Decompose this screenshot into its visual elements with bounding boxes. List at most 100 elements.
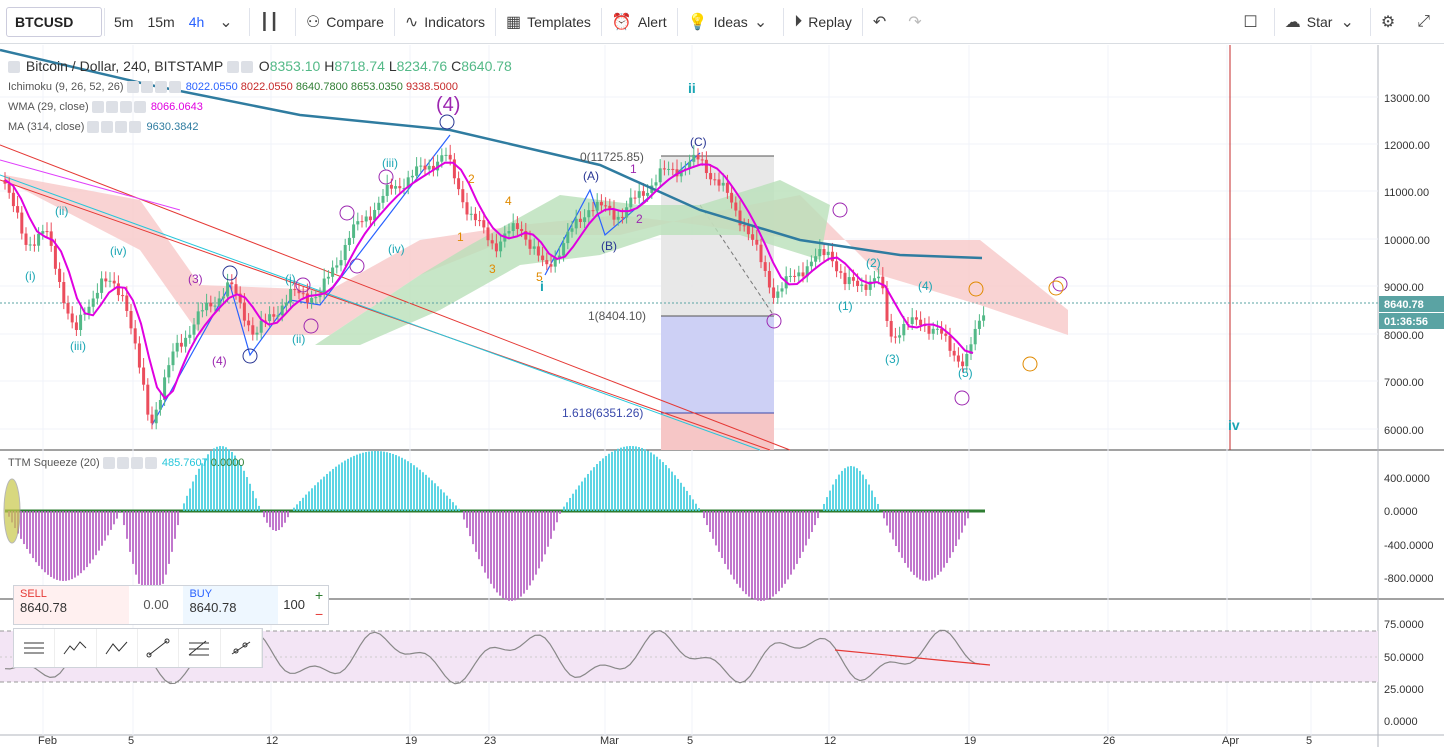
candle-body — [205, 302, 209, 311]
ray-icon — [231, 641, 251, 655]
ttm-tick: -800.0000 — [1384, 573, 1434, 585]
candle-body — [595, 201, 599, 211]
candle-body — [805, 266, 809, 277]
horizontal-lines-tool[interactable] — [14, 629, 56, 667]
ttm-bar — [596, 464, 598, 511]
chart-type-button[interactable]: ┃┃ — [252, 0, 293, 44]
indicators-label: Indicators — [424, 13, 485, 30]
star-button[interactable]: ☁ Star ⌄ — [1277, 0, 1368, 44]
ttm-bar — [523, 511, 525, 594]
candle-body — [11, 192, 15, 207]
candle-body — [16, 206, 20, 213]
divider — [494, 7, 496, 36]
ttm-bar — [647, 450, 649, 511]
undo-button[interactable]: ↶ — [865, 0, 900, 44]
ttm-bar — [272, 511, 274, 531]
ttm-axis[interactable]: 400.0000 0.0000 -400.0000 -800.0000 — [1384, 473, 1434, 585]
ttm-bar — [587, 473, 589, 511]
ttm-bar — [535, 511, 537, 575]
time-tick: 23 — [484, 735, 496, 747]
sell-button[interactable]: SELL 8640.78 — [14, 586, 129, 624]
ttm-bar — [213, 448, 215, 511]
increment-button[interactable]: + — [314, 587, 324, 603]
candle-body — [515, 223, 519, 230]
alert-button[interactable]: ⏰ Alert — [604, 0, 675, 44]
ttm-bar — [335, 466, 337, 511]
fullscreen-square-button[interactable]: ☐ — [1235, 0, 1271, 44]
wave-count-label: (ii) — [292, 332, 305, 346]
replay-button[interactable]: ⏵ Replay — [786, 0, 860, 44]
toolbar-right: ☐ ☁ Star ⌄ ⚙ ⤢ — [1235, 0, 1444, 44]
ttm-bar — [556, 511, 558, 523]
templates-button[interactable]: ▦ Templates — [498, 0, 599, 44]
wave-circle-marker — [242, 348, 258, 364]
trend-line-tool[interactable] — [138, 629, 180, 667]
candle-body — [780, 288, 784, 292]
candle-body — [751, 234, 755, 240]
candle-body — [524, 231, 528, 240]
buy-label: BUY — [189, 588, 213, 600]
settings-small-icon[interactable] — [240, 61, 253, 74]
wave-count-label: 2 — [636, 212, 643, 226]
ray-tool[interactable] — [221, 629, 262, 667]
time-tick: 12 — [266, 735, 278, 747]
wma-title: WMA (29, close) — [8, 101, 89, 113]
interval-5m[interactable]: 5m — [114, 13, 134, 30]
buy-button[interactable]: BUY 8640.78 — [183, 586, 279, 624]
price-axis[interactable]: 13000.00 12000.00 11000.00 10000.00 9000… — [1379, 93, 1444, 437]
expand-button[interactable]: ⤢ — [1409, 0, 1444, 44]
eye-icon[interactable] — [226, 61, 239, 74]
candle-body — [87, 306, 91, 314]
ttm-bar — [838, 474, 840, 511]
interval-15m[interactable]: 15m — [147, 13, 175, 30]
ttm-bar — [721, 511, 723, 559]
interval-4h[interactable]: 4h — [188, 13, 205, 30]
ttm-bar — [311, 488, 313, 511]
compare-button[interactable]: ⚇ Compare — [298, 0, 392, 44]
candle-body — [494, 243, 498, 252]
candle-body — [58, 268, 62, 283]
time-axis[interactable]: Feb 5 12 19 23 Mar 5 12 19 26 Apr 5 — [38, 735, 1312, 747]
candle-body — [583, 217, 587, 223]
trade-panel: SELL 8640.78 0.00 BUY 8640.78 100 + − — [13, 585, 329, 625]
ttm-bar — [946, 511, 948, 564]
wave-12345-tool[interactable] — [55, 629, 97, 667]
candle-body — [599, 201, 603, 206]
quantity-field[interactable]: 100 — [283, 597, 305, 612]
symbol-search[interactable]: BTCUSD — [6, 6, 102, 37]
chart-area[interactable]: (ii) (iv) (iii) (i) (i) (ii) (iii) (iv) (3) (4) (5… — [0, 45, 1444, 747]
redo-button[interactable]: ↷ — [900, 0, 935, 44]
candle-body — [217, 298, 221, 306]
wave-count-label: (3) — [188, 272, 203, 286]
ttm-bar — [198, 468, 200, 511]
rsi-axis[interactable]: 75.0000 50.0000 25.0000 0.0000 — [1384, 619, 1424, 728]
wave-abc-tool[interactable] — [97, 629, 138, 667]
settings-button[interactable]: ⚙ — [1373, 0, 1409, 44]
ttm-bar — [356, 454, 358, 511]
indicators-button[interactable]: ∿ Indicators — [397, 0, 493, 44]
candle-body — [654, 182, 658, 186]
candle-body — [856, 280, 860, 287]
ttm-tick: -400.0000 — [1384, 540, 1434, 552]
candle-body — [314, 297, 318, 299]
candle-body — [406, 177, 410, 189]
ttm-bar — [940, 511, 942, 572]
ttm-bar — [922, 511, 924, 581]
ttm-bar — [299, 501, 301, 511]
fib-tool[interactable] — [179, 629, 221, 667]
interval-dropdown[interactable]: ⌄ — [211, 0, 246, 44]
channel-line-red-1 — [0, 144, 791, 451]
ttm-bar — [101, 511, 103, 546]
candle-body — [360, 221, 364, 223]
decrement-button[interactable]: − — [314, 606, 324, 622]
ttm-bar — [484, 511, 486, 573]
ttm-bar — [443, 492, 445, 511]
ttm-bar — [413, 465, 415, 511]
collapse-icon[interactable] — [8, 61, 20, 74]
candle-body — [738, 210, 742, 226]
ttm-bar — [775, 511, 777, 595]
sell-label: SELL — [20, 588, 47, 600]
ttm-bar — [83, 511, 85, 571]
candle-body — [398, 186, 402, 189]
ideas-button[interactable]: 💡 Ideas ⌄ — [680, 0, 782, 44]
